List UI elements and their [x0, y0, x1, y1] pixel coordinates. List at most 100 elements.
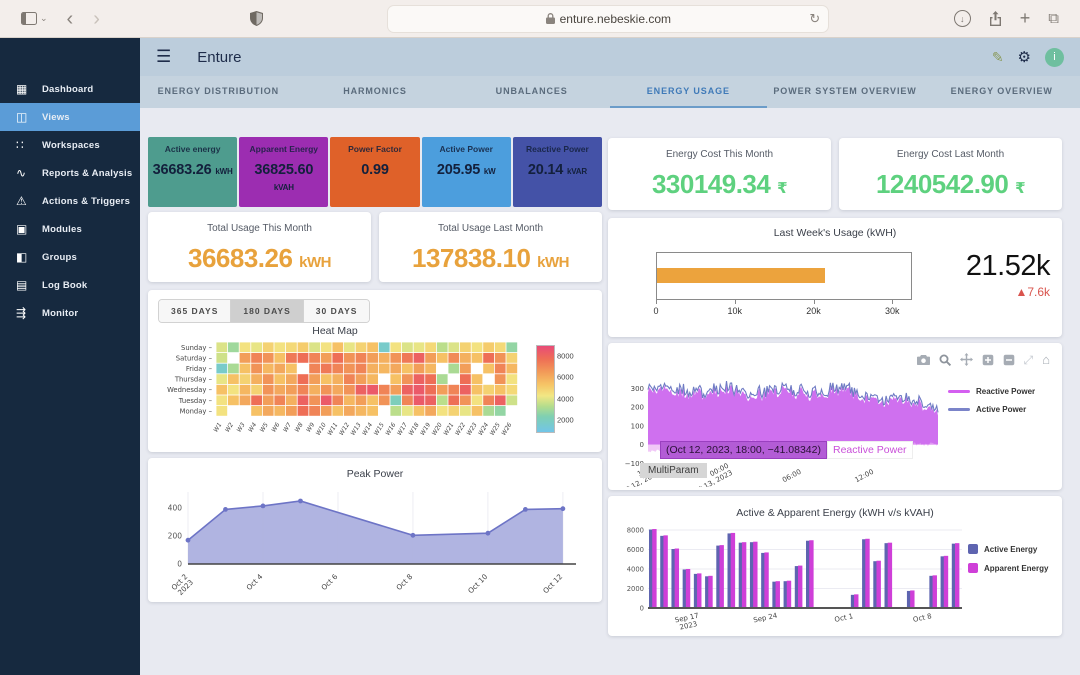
sidebar-item-views[interactable]: ◫Views	[0, 103, 140, 131]
svg-text:200: 200	[631, 404, 644, 412]
address-bar[interactable]: enture.nebeskie.com ↻	[387, 5, 829, 33]
sidebar-item-groups[interactable]: ◧Groups	[0, 243, 140, 271]
svg-text:W25: W25	[489, 421, 502, 436]
svg-text:300: 300	[631, 385, 644, 393]
svg-text:8000: 8000	[627, 527, 644, 535]
sidebar-item-logbook[interactable]: ▤Log Book	[0, 271, 140, 299]
svg-text:Sep 24: Sep 24	[753, 611, 779, 624]
hamburger-menu-icon[interactable]: ☰	[156, 47, 171, 67]
reload-icon[interactable]: ↻	[809, 11, 820, 27]
sidebar-toggle-icon[interactable]: ⌄	[21, 12, 48, 25]
monitor-icon: ⇶	[16, 306, 42, 320]
forward-icon[interactable]: ›	[93, 9, 100, 29]
new-tab-icon[interactable]: +	[1020, 8, 1031, 29]
pan-icon[interactable]	[960, 353, 973, 366]
back-icon[interactable]: ‹	[67, 9, 74, 29]
svg-text:Oct 8: Oct 8	[394, 572, 414, 592]
last-week-usage-title: Last Week's Usage (kWH)	[608, 227, 1062, 239]
range-365-days-button[interactable]: 365 DAYS	[159, 300, 231, 322]
last-week-usage-chart[interactable]: 010k20k30k	[622, 248, 912, 326]
svg-text:W3: W3	[236, 421, 247, 433]
sidebar-item-monitor[interactable]: ⇶Monitor	[0, 299, 140, 327]
svg-text:W10: W10	[315, 421, 328, 436]
usage-this-month-value: 36683.26 kWH	[148, 243, 371, 274]
last-week-usage-value: 21.52k	[966, 250, 1050, 283]
legend-active-energy[interactable]: Active Energy	[968, 544, 1048, 554]
energy-bars-chart[interactable]: 02000400060008000Sep 172023Sep 24Oct 1Oc…	[614, 522, 966, 636]
card-last-week-usage: Last Week's Usage (kWH) 010k20k30k 21.52…	[608, 218, 1062, 337]
svg-text:0: 0	[640, 441, 644, 449]
zoom-in-icon[interactable]	[982, 354, 994, 366]
energy-bars-title: Active & Apparent Energy (kWH v/s kVAH)	[608, 507, 1062, 519]
svg-text:W26: W26	[500, 421, 513, 436]
tab-overview-icon[interactable]: ⧉	[1048, 10, 1059, 27]
cost-this-month-value: 330149.34 ₹	[608, 169, 831, 200]
edit-icon[interactable]: ✎	[992, 49, 1004, 66]
card-energy-cost-last-month: Energy Cost Last Month 1240542.90 ₹	[839, 138, 1062, 210]
range-180-days-button[interactable]: 180 DAYS	[231, 300, 303, 322]
card-multiparam: ⤢ ⌂ 3002001000−10018:00Oct 12, 202300:00…	[608, 343, 1062, 490]
sidebar-item-dashboard[interactable]: ▦Dashboard	[0, 75, 140, 103]
tab-unbalances[interactable]: UNBALANCES	[453, 76, 610, 108]
share-icon[interactable]	[989, 11, 1002, 26]
svg-text:W8: W8	[294, 421, 305, 433]
camera-icon[interactable]	[917, 355, 930, 365]
svg-text:W13: W13	[350, 421, 363, 436]
zoom-out-icon[interactable]	[1003, 354, 1015, 366]
reset-axes-home-icon[interactable]: ⌂	[1042, 353, 1050, 366]
heat-map-title: Heat Map	[148, 325, 522, 337]
settings-gear-icon[interactable]: ⚙	[1018, 48, 1031, 66]
axis-tick-label: 10k	[728, 306, 743, 316]
groups-icon: ◧	[16, 250, 42, 264]
usage-last-month-value: 137838.10 kWH	[379, 243, 602, 274]
sidebar-item-modules[interactable]: ▣Modules	[0, 215, 140, 243]
shield-icon[interactable]	[250, 11, 263, 26]
tab-energy-distribution[interactable]: ENERGY DISTRIBUTION	[140, 76, 297, 108]
svg-text:W7: W7	[282, 421, 293, 433]
view-tabs: ENERGY DISTRIBUTION HARMONICS UNBALANCES…	[140, 76, 1080, 108]
svg-text:Oct 22023: Oct 22023	[169, 572, 195, 598]
modules-icon: ▣	[16, 222, 42, 236]
lock-icon	[546, 13, 555, 24]
svg-text:W24: W24	[477, 421, 490, 436]
multiparam-chart[interactable]: 3002001000−10018:00Oct 12, 202300:00Oct …	[614, 369, 944, 487]
peak-power-chart[interactable]: 0200400Oct 22023Oct 4Oct 6Oct 8Oct 10Oct…	[148, 480, 602, 600]
tab-power-system-overview[interactable]: POWER SYSTEM OVERVIEW	[767, 76, 924, 108]
tab-harmonics[interactable]: HARMONICS	[297, 76, 454, 108]
svg-text:400: 400	[168, 504, 183, 513]
sidebar-item-workspaces[interactable]: ∷Workspaces	[0, 131, 140, 159]
svg-text:W21: W21	[442, 422, 455, 437]
sidebar-item-actions-triggers[interactable]: ⚠Actions & Triggers	[0, 187, 140, 215]
sidebar-item-reports[interactable]: ∿Reports & Analysis	[0, 159, 140, 187]
svg-text:Oct 1: Oct 1	[834, 612, 854, 624]
heat-map-chart[interactable]: Sunday –Saturday –Friday –Thursday –Wedn…	[154, 340, 532, 448]
tab-energy-usage[interactable]: ENERGY USAGE	[610, 76, 767, 108]
svg-text:W1: W1	[212, 422, 223, 434]
svg-text:Oct 10: Oct 10	[466, 572, 490, 596]
svg-text:Oct 6: Oct 6	[319, 572, 339, 592]
downloads-icon[interactable]: ↓	[954, 10, 971, 27]
legend-apparent-energy[interactable]: Apparent Energy	[968, 563, 1048, 573]
svg-text:W4: W4	[247, 421, 258, 433]
views-icon: ◫	[16, 110, 42, 124]
screen: ⌄ ‹ › enture.nebeskie.com ↻ ↓ + ⧉ ▦Dashb…	[0, 0, 1080, 675]
svg-text:Monday –: Monday –	[180, 407, 213, 415]
chart-line-icon: ∿	[16, 166, 42, 180]
kpi-active-energy: Active energy 36683.26 kWH	[148, 137, 237, 207]
svg-text:W16: W16	[384, 421, 397, 436]
tab-energy-overview[interactable]: ENERGY OVERVIEW	[923, 76, 1080, 108]
legend-reactive-power[interactable]: Reactive Power	[948, 387, 1035, 396]
svg-text:Oct 8: Oct 8	[912, 612, 932, 624]
hover-axis-label: MultiParam	[640, 463, 707, 478]
last-week-usage-delta: ▲7.6k	[966, 285, 1050, 299]
legend-active-power[interactable]: Active Power	[948, 405, 1035, 414]
autoscale-icon[interactable]: ⤢	[1024, 354, 1034, 366]
avatar[interactable]: i	[1045, 48, 1064, 67]
dashboard-icon: ▦	[16, 82, 42, 96]
svg-text:2000: 2000	[627, 585, 644, 593]
svg-text:4000: 4000	[627, 566, 644, 574]
plotly-toolbar: ⤢ ⌂	[917, 353, 1050, 366]
svg-text:Sunday –: Sunday –	[181, 344, 213, 352]
range-30-days-button[interactable]: 30 DAYS	[304, 300, 370, 322]
zoom-icon[interactable]	[939, 354, 951, 366]
